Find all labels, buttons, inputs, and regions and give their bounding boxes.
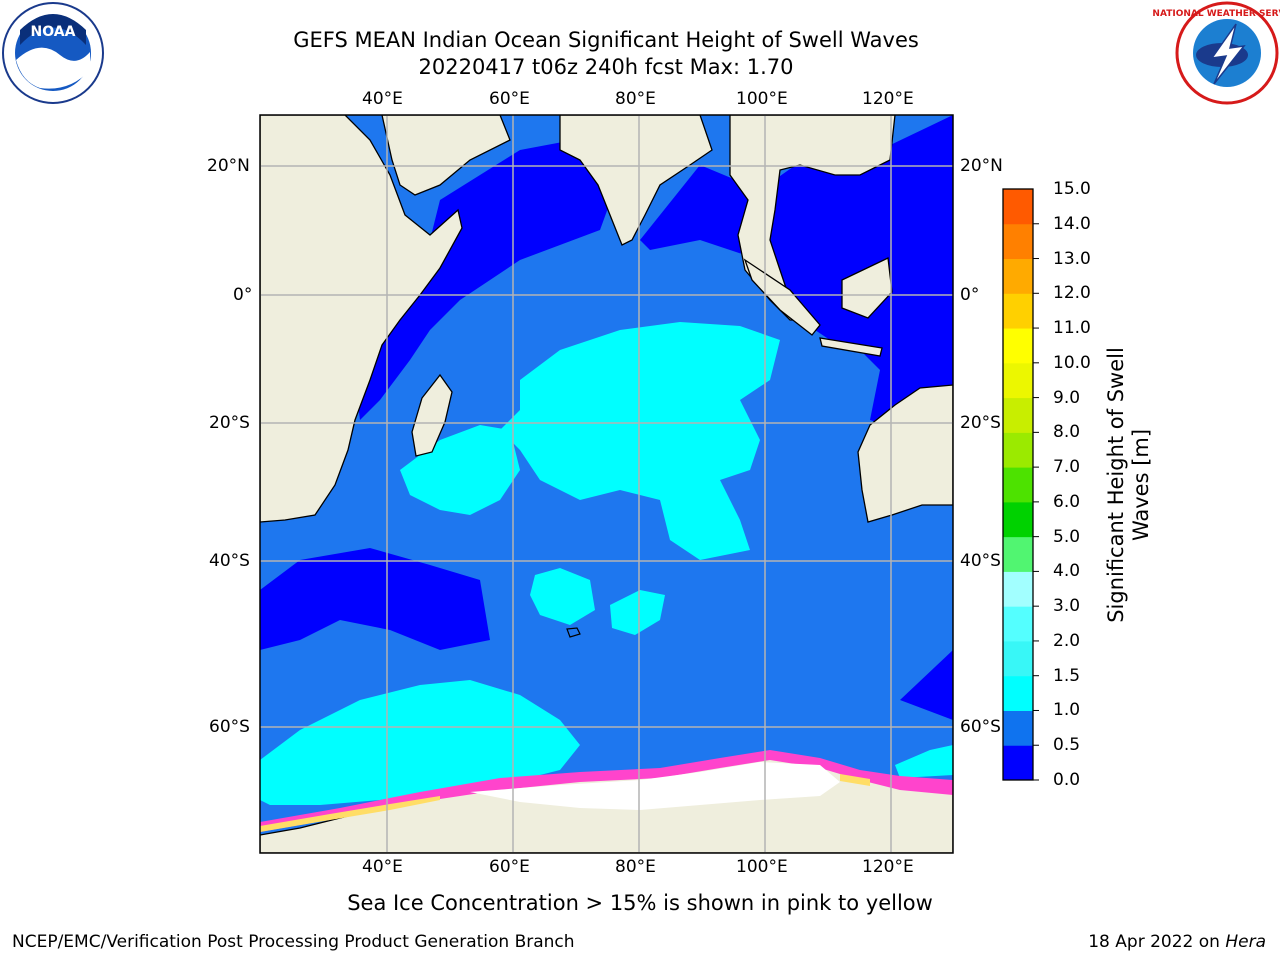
colorbar-tick-label: 10.0 [1053,352,1091,373]
colorbar-segment [1003,328,1033,364]
lon-label-bottom: 40°E [362,857,403,877]
lon-label-top: 80°E [615,89,656,109]
lat-label-left: 20°S [209,413,250,433]
lat-label-left: 60°S [209,717,250,737]
colorbar-tick-label: 2.0 [1053,630,1081,651]
colorbar-segment [1003,640,1033,677]
colorbar-segment [1003,606,1033,642]
lat-label-left: 40°S [209,551,250,571]
colorbar-segment [1003,397,1033,433]
lat-label-left: 0° [233,285,253,305]
footer-date: 18 Apr 2022 on Hera [1088,932,1266,952]
kerguelen-island [566,627,581,638]
map-area [260,115,953,853]
colorbar-tick-label: 14.0 [1053,213,1091,234]
nws-logo: NATIONAL WEATHER SERVICE [1152,1,1280,105]
colorbar-segment [1003,536,1033,572]
colorbar-tick-label: 4.0 [1053,561,1081,582]
colorbar-frame [1002,188,1034,781]
colorbar-tick-label: 7.0 [1053,457,1081,478]
lat-label-right: 0° [960,285,980,305]
colorbar-tick-label: 0.5 [1053,735,1081,756]
gridlines [260,115,953,853]
lat-label-left: 20°N [207,156,250,176]
lon-label-top: 120°E [862,89,914,109]
sea-ice-caption: Sea Ice Concentration > 15% is shown in … [347,891,933,915]
svg-text:NATIONAL WEATHER SERVICE: NATIONAL WEATHER SERVICE [1152,9,1280,19]
noaa-logo: NOAA [2,2,104,104]
colorbar-tick-label: 6.0 [1053,491,1081,512]
colorbar-segment [1003,432,1033,468]
colorbar-segment [1003,293,1033,329]
colorbar-segment [1003,223,1033,260]
lon-label-bottom: 120°E [862,857,914,877]
colorbar-tick-label: 12.0 [1053,283,1091,304]
colorbar-tick-label: 3.0 [1053,596,1081,617]
colorbar-tick-label: 15.0 [1053,179,1091,199]
colorbar [1003,189,1039,781]
colorbar-segment [1003,675,1033,711]
lat-label-right: 20°S [960,413,1001,433]
colorbar-tick-label: 1.0 [1053,700,1081,721]
colorbar-segment [1003,362,1033,399]
colorbar-segment [1003,745,1033,781]
lon-label-top: 100°E [736,89,788,109]
lon-label-bottom: 60°E [489,857,530,877]
colorbar-segment [1003,710,1033,746]
colorbar-tick-label: 8.0 [1053,422,1081,443]
colorbar-tick-label: 9.0 [1053,387,1081,408]
colorbar-segment [1003,571,1033,607]
sea-ice [260,750,953,832]
chart-subtitle: 20220417 t06z 240h fcst Max: 1.70 [418,55,794,79]
high-swell-zones [260,322,953,805]
lon-label-bottom: 80°E [615,857,656,877]
colorbar-title-line1: Significant Height of Swell [1104,347,1128,623]
lon-label-bottom: 100°E [736,857,788,877]
svg-text:NOAA: NOAA [31,24,76,40]
map-frame [259,114,954,854]
colorbar-tick-label: 1.5 [1053,665,1081,686]
colorbar-tick-label: 13.0 [1053,248,1091,269]
colorbar-tick-label: 0.0 [1053,770,1081,790]
colorbar-title-line2: Waves [m] [1129,428,1153,542]
lon-label-top: 60°E [489,89,530,109]
chart-title: GEFS MEAN Indian Ocean Significant Heigh… [293,28,919,52]
colorbar-segment [1003,467,1033,503]
colorbar-segment [1003,189,1033,225]
colorbar-segment [1003,501,1033,538]
lat-label-right: 60°S [960,717,1001,737]
footer-branch: NCEP/EMC/Verification Post Processing Pr… [12,932,575,952]
colorbar-tick-label: 5.0 [1053,526,1081,547]
lon-label-top: 40°E [362,89,403,109]
footer-date-text: 18 Apr 2022 on [1088,932,1226,952]
lat-label-right: 20°N [960,156,1003,176]
lat-label-right: 40°S [960,551,1001,571]
footer-host: Hera [1225,932,1266,952]
colorbar-tick-label: 11.0 [1053,318,1091,339]
colorbar-segment [1003,258,1033,294]
